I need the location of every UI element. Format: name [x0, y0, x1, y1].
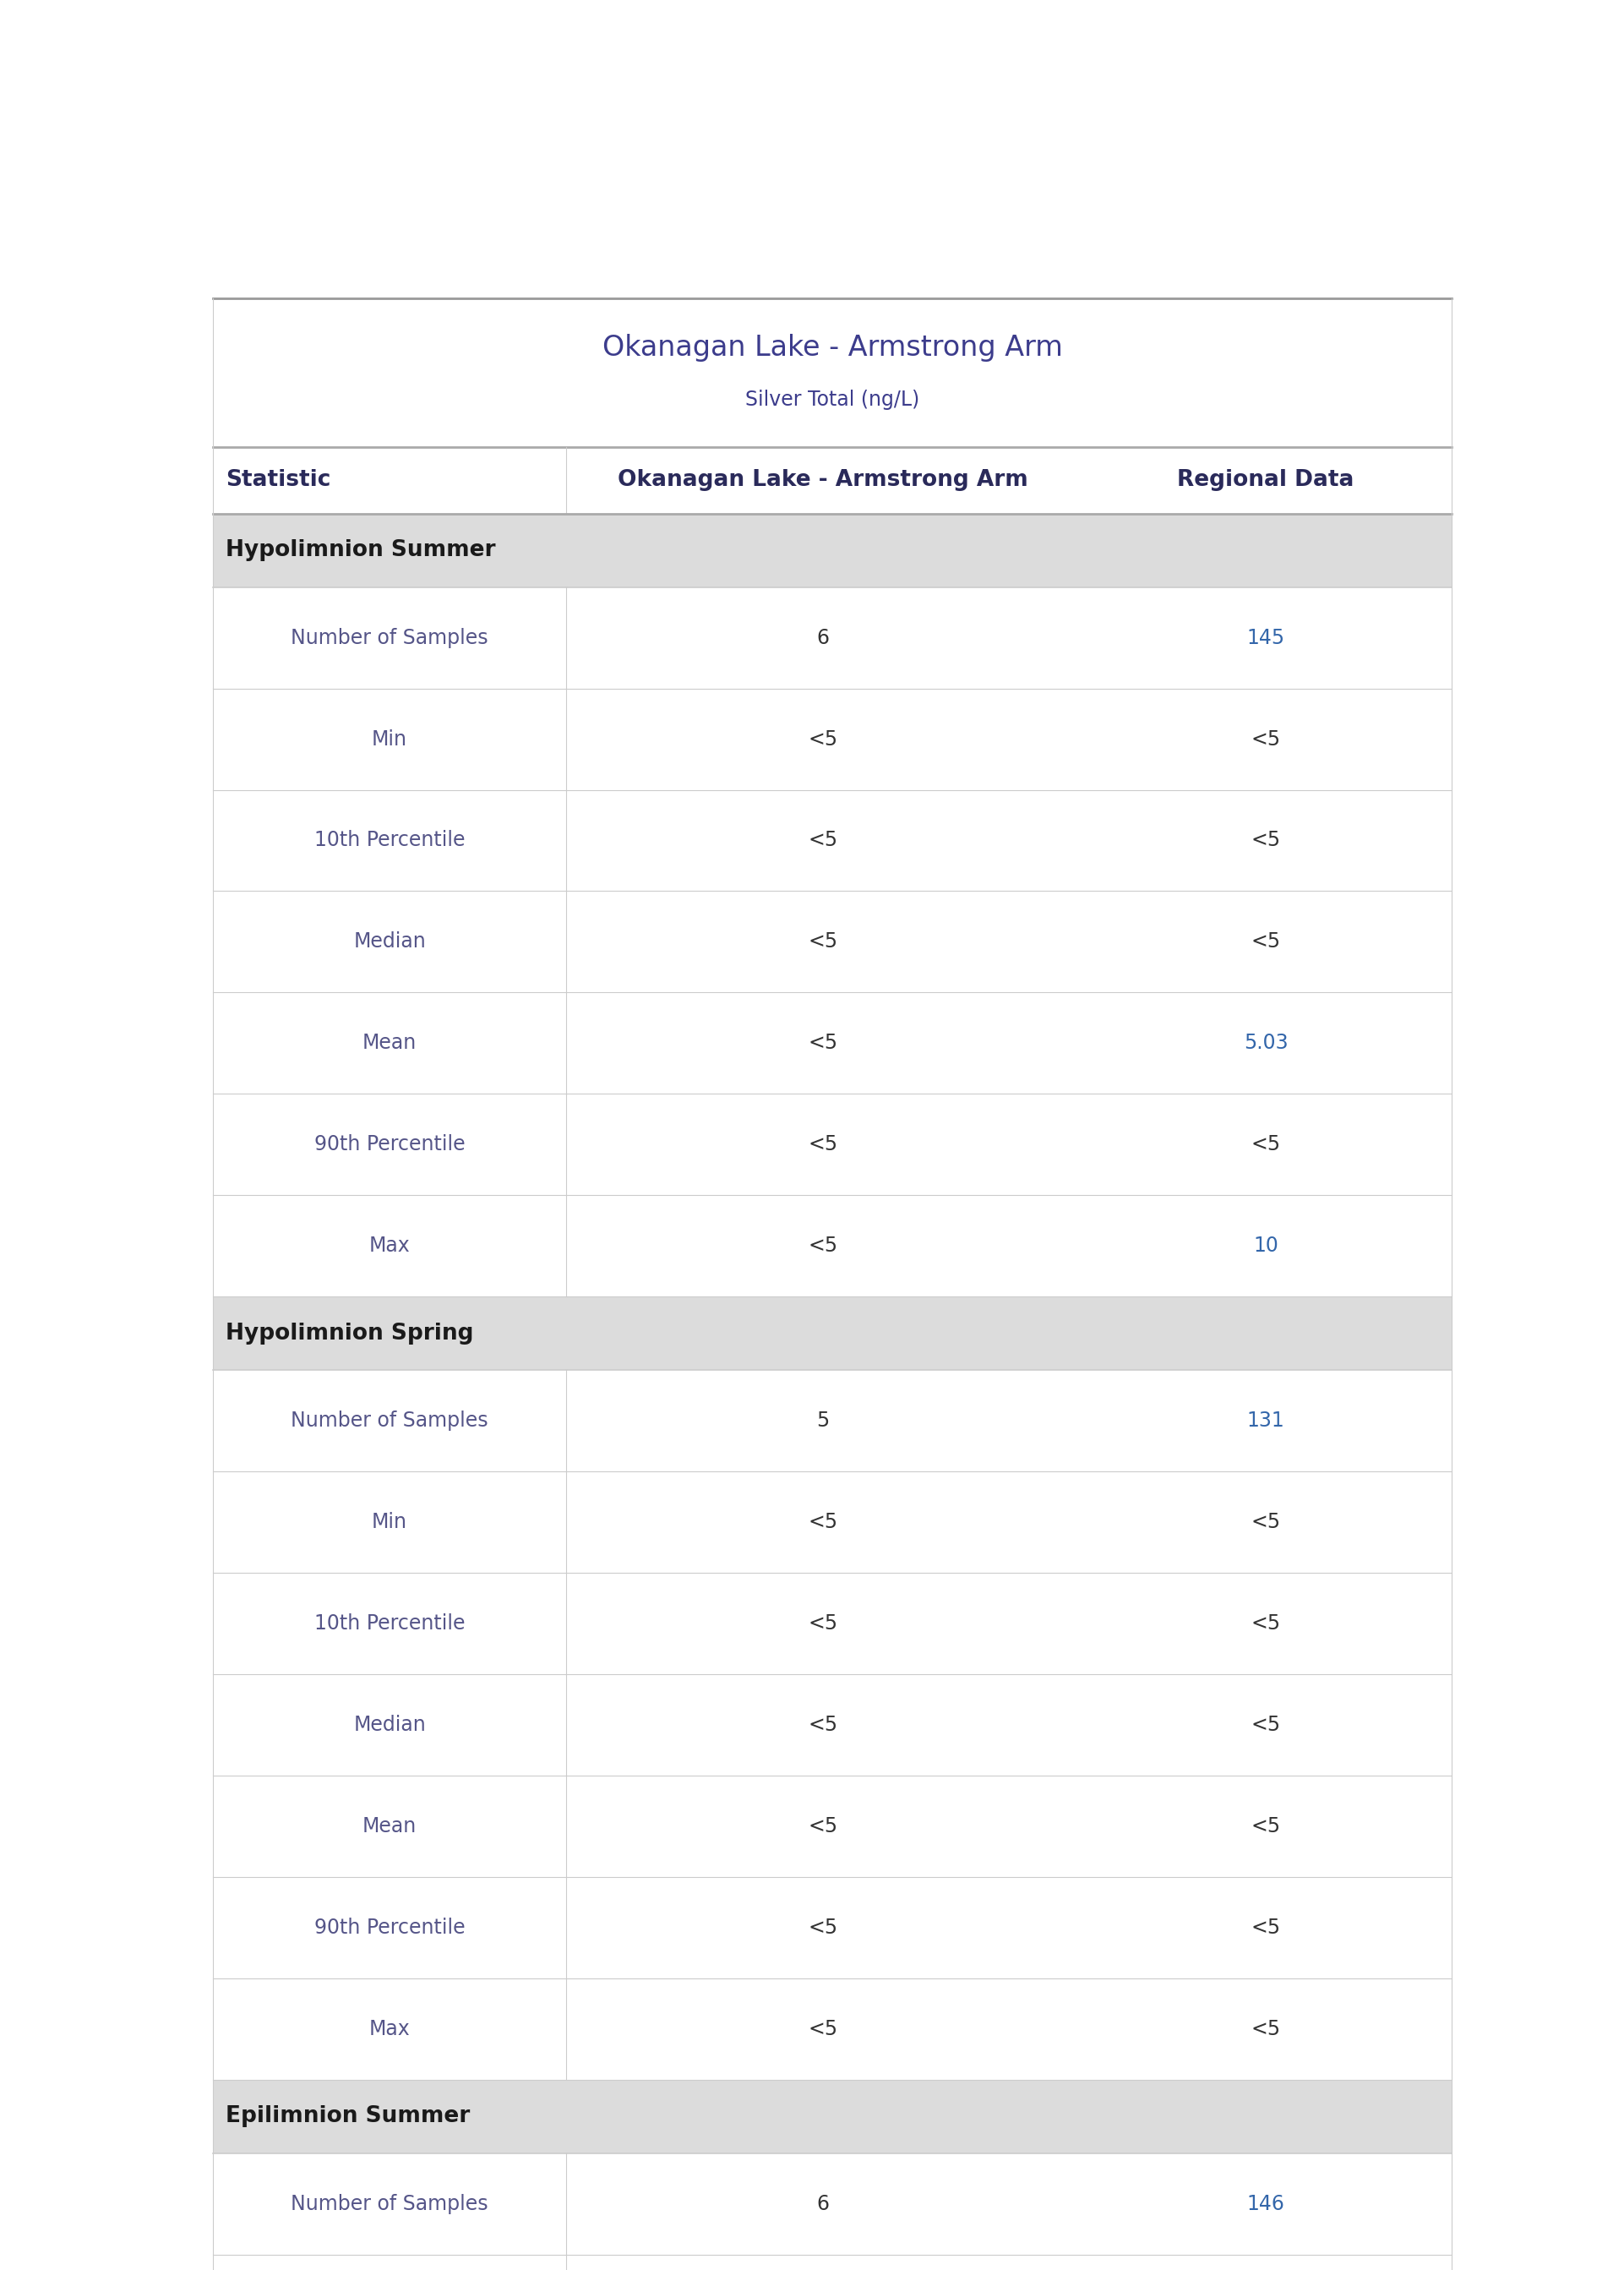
Text: Max: Max [369, 2018, 411, 2038]
Text: 146: 146 [1247, 2193, 1285, 2213]
Bar [213, 790, 1452, 892]
Text: <5: <5 [1250, 1816, 1281, 1836]
Bar [213, 2079, 1452, 2154]
Text: <5: <5 [1250, 831, 1281, 851]
Bar [213, 1573, 1452, 1675]
Text: Statistic: Statistic [226, 470, 331, 490]
Text: 145: 145 [1247, 627, 1285, 647]
Text: <5: <5 [809, 831, 838, 851]
Text: Okanagan Lake - Armstrong Arm: Okanagan Lake - Armstrong Arm [617, 470, 1028, 490]
Bar [213, 1979, 1452, 2079]
Text: 5.03: 5.03 [1244, 1033, 1288, 1053]
Text: Median: Median [354, 1714, 425, 1734]
Text: 5: 5 [817, 1410, 830, 1430]
Text: <5: <5 [809, 1816, 838, 1836]
Text: Number of Samples: Number of Samples [291, 1410, 489, 1430]
Text: 90th Percentile: 90th Percentile [313, 1135, 464, 1155]
Text: 131: 131 [1247, 1410, 1285, 1430]
Text: <5: <5 [1250, 1714, 1281, 1734]
Text: Mean: Mean [362, 1033, 417, 1053]
Text: 6: 6 [817, 627, 830, 647]
Bar [213, 1775, 1452, 1877]
Text: 6: 6 [817, 2193, 830, 2213]
Bar [213, 992, 1452, 1094]
Text: <5: <5 [1250, 1918, 1281, 1939]
Bar [213, 588, 1452, 688]
Text: Number of Samples: Number of Samples [291, 627, 489, 647]
Text: Min: Min [372, 1512, 408, 1532]
Text: 10th Percentile: 10th Percentile [313, 831, 464, 851]
Text: Epilimnion Summer: Epilimnion Summer [226, 2107, 469, 2127]
Text: 10th Percentile: 10th Percentile [313, 1614, 464, 1634]
Bar [213, 1196, 1452, 1296]
Bar [213, 892, 1452, 992]
Text: Mean: Mean [362, 1816, 417, 1836]
Text: <5: <5 [1250, 729, 1281, 749]
Bar [213, 1094, 1452, 1196]
Text: <5: <5 [1250, 1512, 1281, 1532]
Text: <5: <5 [809, 1614, 838, 1634]
Text: <5: <5 [809, 1235, 838, 1255]
Text: <5: <5 [1250, 2018, 1281, 2038]
Text: <5: <5 [809, 1135, 838, 1155]
Bar [213, 688, 1452, 790]
Text: <5: <5 [1250, 931, 1281, 951]
Bar [213, 2154, 1452, 2254]
Text: Hypolimnion Spring: Hypolimnion Spring [226, 1323, 474, 1344]
Text: Hypolimnion Summer: Hypolimnion Summer [226, 540, 495, 561]
Bar [213, 447, 1452, 513]
Text: 10: 10 [1254, 1235, 1278, 1255]
Text: <5: <5 [1250, 1614, 1281, 1634]
Text: <5: <5 [809, 729, 838, 749]
Text: <5: <5 [809, 1512, 838, 1532]
Text: Median: Median [354, 931, 425, 951]
Bar [213, 1371, 1452, 1471]
Bar [213, 1877, 1452, 1979]
Text: Max: Max [369, 1235, 411, 1255]
Text: Silver Total (ng/L): Silver Total (ng/L) [745, 390, 919, 411]
Text: Number of Samples: Number of Samples [291, 2193, 489, 2213]
Text: 90th Percentile: 90th Percentile [313, 1918, 464, 1939]
Bar [213, 1296, 1452, 1371]
Text: <5: <5 [809, 1918, 838, 1939]
Text: <5: <5 [809, 2018, 838, 2038]
Text: Min: Min [372, 729, 408, 749]
Text: <5: <5 [809, 1033, 838, 1053]
Text: <5: <5 [809, 1714, 838, 1734]
Bar [213, 513, 1452, 588]
Text: Okanagan Lake - Armstrong Arm: Okanagan Lake - Armstrong Arm [603, 334, 1062, 361]
Text: Regional Data: Regional Data [1177, 470, 1354, 490]
Bar [213, 1675, 1452, 1775]
Text: <5: <5 [1250, 1135, 1281, 1155]
Text: <5: <5 [809, 931, 838, 951]
Bar [213, 1471, 1452, 1573]
Bar [213, 2254, 1452, 2270]
